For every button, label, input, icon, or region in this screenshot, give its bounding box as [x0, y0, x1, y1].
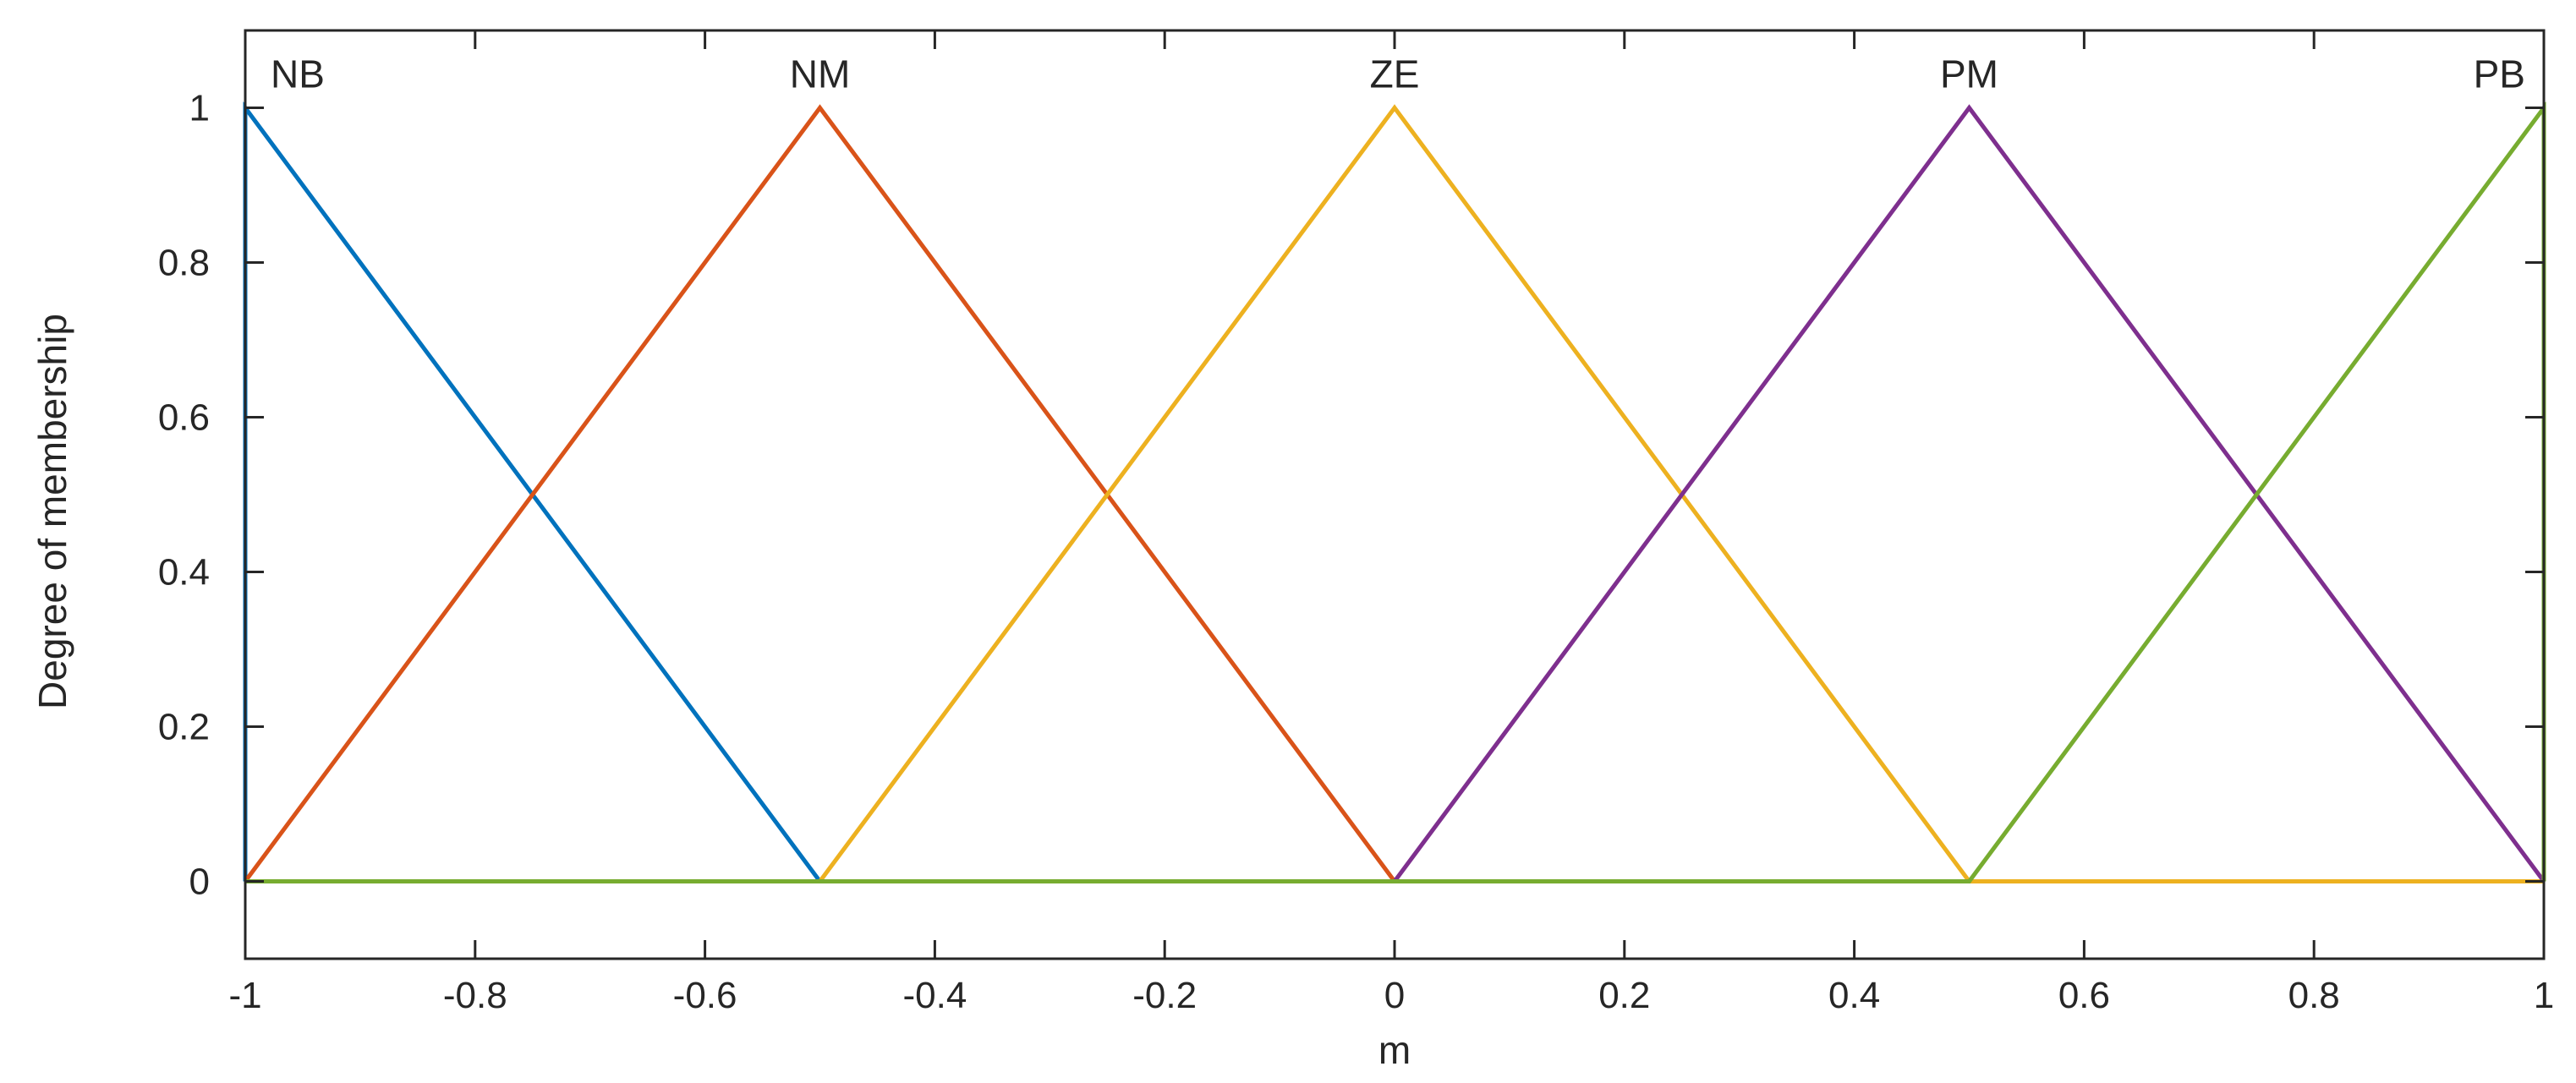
x-tick-label: 1	[2534, 975, 2554, 1016]
y-tick-labels: 0 0.2 0.4 0.6 0.8 1	[158, 88, 210, 903]
series-label-nb: NB	[271, 52, 325, 96]
x-tick-label: -0.6	[673, 975, 737, 1016]
x-tick-labels: -1 -0.8 -0.6 -0.4 -0.2 0 0.2 0.4 0.6 0.8 1	[228, 975, 2554, 1016]
y-tick-label: 0.4	[158, 552, 210, 593]
y-tick-label: 0.2	[158, 707, 210, 748]
y-tick-label: 1	[189, 88, 210, 129]
x-tick-label: -0.4	[902, 975, 967, 1016]
x-tick-label: 0.2	[1598, 975, 1650, 1016]
series-label-ze: ZE	[1370, 52, 1420, 96]
x-tick-label: 0	[1384, 975, 1405, 1016]
x-tick-label: 0.6	[2058, 975, 2110, 1016]
x-tick-label: -0.8	[443, 975, 507, 1016]
x-axis-label: m	[1378, 1028, 1411, 1072]
x-tick-label: -1	[228, 975, 261, 1016]
series-label-pm: PM	[1940, 52, 1998, 96]
x-tick-label: -0.2	[1132, 975, 1197, 1016]
tick-marks	[244, 30, 2546, 959]
series-labels: NB NM ZE PM PB	[271, 52, 2525, 96]
y-tick-label: 0.8	[158, 243, 210, 284]
series-label-pb: PB	[2474, 52, 2525, 96]
series-group	[243, 101, 2546, 883]
x-tick-label: 0.4	[1828, 975, 1880, 1016]
x-tick-label: 0.8	[2288, 975, 2340, 1016]
y-axis-label: Degree of membership	[30, 314, 74, 709]
series-label-nm: NM	[790, 52, 851, 96]
y-tick-label: 0.6	[158, 397, 210, 439]
y-tick-label: 0	[189, 861, 210, 903]
